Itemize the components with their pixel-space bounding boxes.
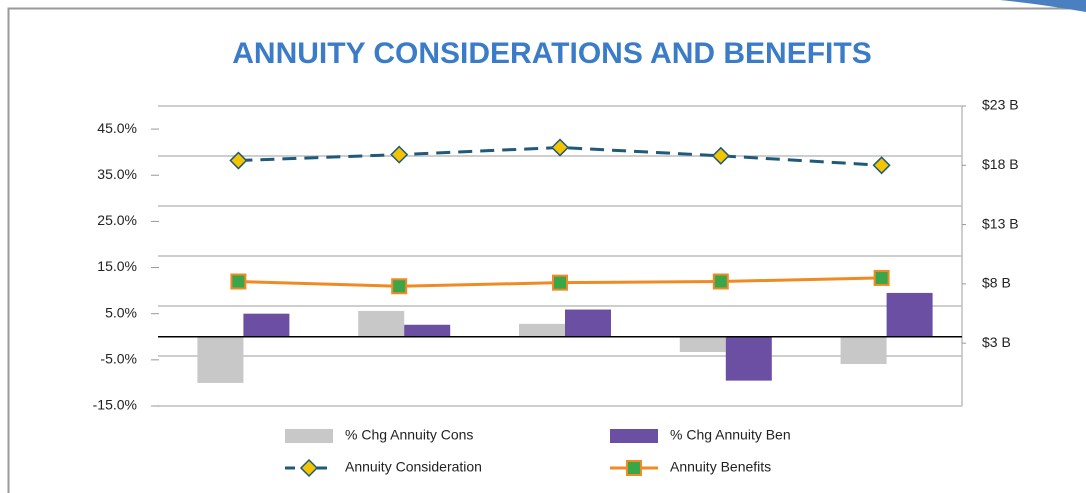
corner-decoration xyxy=(1000,0,1086,12)
y2-tick-label: $23 B xyxy=(982,97,1019,113)
y2-tick-label: $13 B xyxy=(982,215,1019,231)
line-marker xyxy=(229,151,248,170)
line-marker xyxy=(390,145,409,164)
bar xyxy=(519,323,565,337)
line-marker xyxy=(872,156,891,175)
line-marker xyxy=(711,146,730,165)
bar xyxy=(243,313,290,337)
y-tick-label: 15.0% xyxy=(97,258,137,274)
line-marker xyxy=(391,278,408,295)
line-marker xyxy=(873,269,890,286)
y-tick-label: -5.0% xyxy=(100,351,137,367)
bar xyxy=(725,336,772,381)
legend-swatch xyxy=(610,429,658,443)
y-tick-label: 45.0% xyxy=(97,120,137,136)
legend-swatch xyxy=(285,429,333,443)
chart-title: ANNUITY CONSIDERATIONS AND BENEFITS xyxy=(232,37,871,70)
frame xyxy=(7,7,1086,493)
bar xyxy=(565,309,611,337)
bar xyxy=(358,310,405,337)
y-tick-label: 5.0% xyxy=(105,304,137,320)
line-marker xyxy=(550,138,570,157)
legend-marker xyxy=(626,460,642,476)
line-marker xyxy=(230,273,247,290)
y2-tick-label: $8 B xyxy=(982,275,1011,291)
bar xyxy=(197,336,244,383)
y2-tick-label: $18 B xyxy=(982,156,1019,172)
bar xyxy=(840,336,887,364)
legend-label: Annuity Benefits xyxy=(670,459,771,475)
line-marker xyxy=(712,273,729,290)
legend-label: % Chg Annuity Cons xyxy=(345,427,473,443)
bar xyxy=(886,292,933,337)
y-tick-label: 35.0% xyxy=(97,166,137,182)
legend-marker xyxy=(299,458,319,478)
bar xyxy=(404,324,451,337)
y-tick-label: 25.0% xyxy=(97,212,137,228)
legend-label: % Chg Annuity Ben xyxy=(670,427,791,443)
bar xyxy=(679,336,726,352)
y-tick-label: -15.0% xyxy=(93,397,137,413)
legend-label: Annuity Consideration xyxy=(345,459,482,475)
y2-tick-label: $3 B xyxy=(982,334,1011,350)
line-marker xyxy=(552,274,568,291)
